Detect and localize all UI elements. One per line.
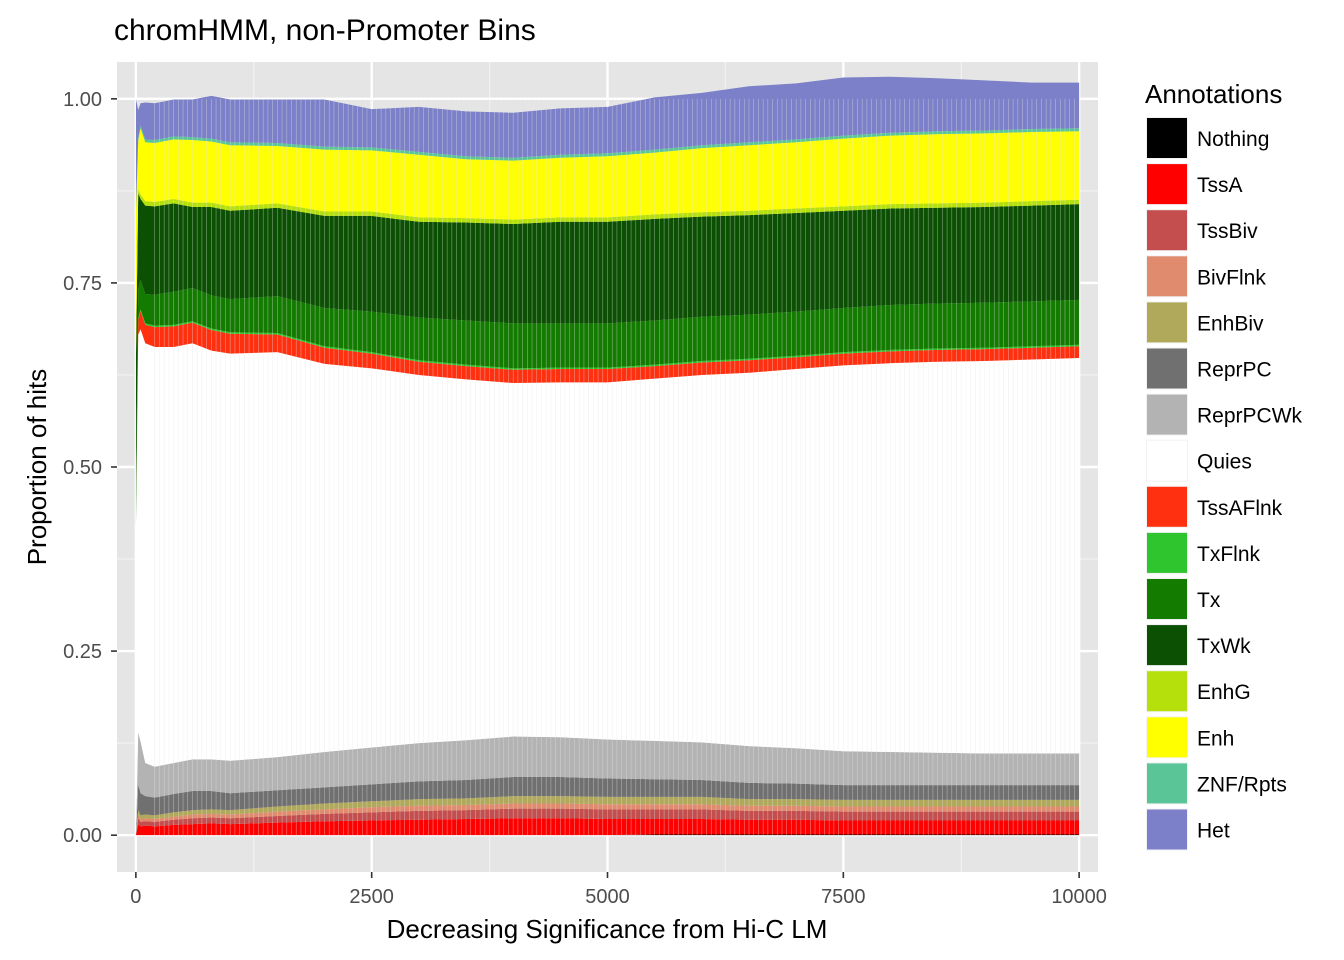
legend-swatch-enh [1147,717,1187,758]
legend-label-znf-rpts: ZNF/Rpts [1197,773,1287,796]
legend-label-enhg: EnhG [1197,681,1251,704]
legend-label-enhbiv: EnhBiv [1197,312,1264,335]
legend-label-reprpcwk: ReprPCWk [1197,405,1303,428]
legend-label-tssbiv: TssBiv [1197,220,1258,243]
legend-swatch-enhg [1147,671,1187,712]
x-axis-title: Decreasing Significance from Hi-C LM [387,914,828,944]
legend-label-tx: Tx [1197,589,1221,612]
x-axis-ticks: 0 2500 5000 7500 10000 [130,872,1107,908]
legend-label-tssaflnk: TssAFlnk [1197,497,1283,520]
legend-swatch-znf-rpts [1147,763,1187,804]
legend-swatch-reprpc [1147,348,1187,389]
legend-swatch-quies [1147,440,1187,481]
legend-swatch-tssa [1147,164,1187,205]
y-tick-label: 1.00 [63,89,102,111]
legend-label-tssa: TssA [1197,174,1243,197]
legend-swatch-enhbiv [1147,302,1187,343]
legend-swatch-tssbiv [1147,210,1187,251]
chart-title: chromHMM, non-Promoter Bins [114,14,536,47]
legend-swatch-tx [1147,579,1187,619]
legend-label-het: Het [1197,820,1230,843]
bar-separators [154,98,1075,836]
legend-label-quies: Quies [1197,451,1252,474]
legend-title: Annotations [1145,79,1282,109]
y-axis-title: Proportion of hits [22,369,52,566]
y-tick-label: 0.25 [63,641,102,663]
y-tick-label: 0.75 [63,273,102,295]
legend-swatch-nothing [1147,118,1187,158]
legend-swatch-bivflnk [1147,256,1187,297]
legend-swatch-txwk [1147,625,1187,666]
legend-label-bivflnk: BivFlnk [1197,266,1266,289]
legend-swatch-het [1147,809,1187,850]
y-tick-label: 0.00 [63,825,102,847]
legend-label-reprpc: ReprPC [1197,359,1272,382]
y-tick-label: 0.50 [63,457,102,479]
legend-swatch-tssaflnk [1147,486,1187,527]
legend-label-txwk: TxWk [1197,635,1251,658]
legend-label-txflnk: TxFlnk [1197,543,1261,566]
x-tick-label: 10000 [1051,886,1107,908]
x-tick-label: 0 [130,886,141,908]
legend-swatch-reprpcwk [1147,394,1187,435]
y-axis-ticks: 0.00 0.25 0.50 0.75 1.00 [63,89,117,847]
x-tick-label: 2500 [349,886,394,908]
legend-label-enh: Enh [1197,727,1234,750]
x-tick-label: 7500 [821,886,866,908]
x-tick-label: 5000 [585,886,630,908]
legend-swatch-txflnk [1147,532,1187,573]
legend-label-nothing: Nothing [1197,128,1269,151]
legend: Annotations Nothing TssA TssBiv BivFlnk EnhB… [1145,79,1303,851]
